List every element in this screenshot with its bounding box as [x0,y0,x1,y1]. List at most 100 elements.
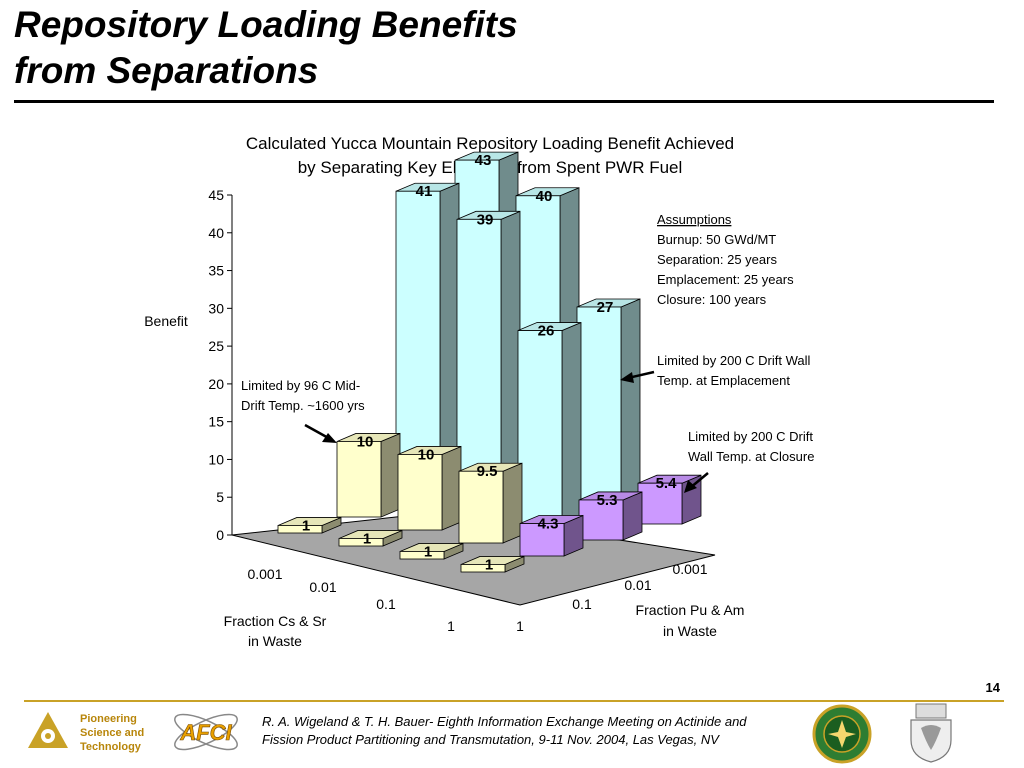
bar: 27 [576,298,641,512]
z-axis-label-line2: in Waste [663,623,717,639]
y-axis-label: Benefit [144,313,188,329]
slide-title-line2: from Separations [14,50,319,91]
citation: R. A. Wigeland & T. H. Bauer- Eighth Inf… [262,713,747,749]
bar: 9.5 [458,462,523,544]
bar-value-label: 43 [475,152,492,169]
bar: 1 [277,516,342,534]
bar-front [336,441,382,518]
annotation-mid-drift-arrowhead [322,433,337,443]
x-axis-label: Fraction Cs & Sr in Waste [224,613,327,649]
bar-front [397,454,443,531]
z-axis-label-line1: Fraction Pu & Am [636,602,745,618]
bar-value-label: 41 [416,183,433,200]
y-tick-label: 5 [216,489,224,505]
annotation-emplacement-line1: Limited by 200 C Drift Wall [657,353,811,368]
bar-front [576,306,622,512]
assumptions: Assumptions Burnup: 50 GWd/MT Separation… [657,212,794,307]
assumption-separation: Separation: 25 years [657,252,777,267]
org-line2: Science and [80,727,145,739]
annotation-closure-line2: Wall Temp. at Closure [688,449,814,464]
chart-title-line1: Calculated Yucca Mountain Repository Loa… [246,134,734,153]
z-axis-ticks: 1 0.1 0.01 0.001 [516,561,708,634]
title-divider [14,100,994,103]
citation-line2: Fission Product Partitioning and Transmu… [262,732,719,747]
afci-logo: AFCI [174,713,238,751]
bar-front [460,564,506,573]
bar-value-label: 1 [363,530,371,547]
annotation-closure-line1: Limited by 200 C Drift [688,429,813,444]
page-number: 14 [985,680,1000,695]
bar-side [441,445,462,531]
bar-front [338,538,384,547]
bar: 1 [460,555,525,573]
bar-value-label: 39 [477,211,494,228]
z-tick-1: 1 [516,618,524,634]
bar-side [620,298,641,512]
z-tick-0.001: 0.001 [672,561,707,577]
bar-front [578,499,624,541]
bar-side [561,321,582,528]
bar-value-label: 1 [424,543,432,560]
annotation-closure: Limited by 200 C Drift Wall Temp. at Clo… [684,429,814,493]
z-tick-0.01: 0.01 [624,577,651,593]
doe-seal-logo [812,704,872,764]
bar-front [519,523,565,557]
x-tick-1: 1 [447,618,455,634]
assumption-closure: Closure: 100 years [657,292,767,307]
annotation-emplacement: Limited by 200 C Drift Wall Temp. at Emp… [620,353,811,388]
x-axis-label-line1: Fraction Cs & Sr [224,613,327,629]
bar: 5.4 [637,474,702,525]
y-axis-ticks: 0 5 10 15 20 25 30 35 40 45 [208,187,232,543]
university-crest-logo [910,703,952,763]
citation-line1: R. A. Wigeland & T. H. Bauer- Eighth Inf… [262,714,747,729]
bar-front [517,330,563,528]
bar-value-label: 10 [357,433,374,450]
annotation-closure-arrowhead [684,480,697,493]
bar-value-label: 5.4 [656,475,678,492]
footer-divider [24,700,1004,702]
bar-front [637,482,683,525]
bar: 4.3 [519,514,584,557]
annotation-mid-drift-line1: Limited by 96 C Mid- [241,378,360,393]
x-tick-0.001: 0.001 [247,566,282,582]
y-tick-label: 45 [208,187,224,203]
bar-value-label: 4.3 [538,516,559,533]
bar: 10 [336,432,401,518]
y-tick-label: 0 [216,527,224,543]
org-line1: Pioneering [80,713,137,725]
bar-front [399,551,445,560]
y-tick-label: 35 [208,263,224,279]
bar: 10 [397,445,462,531]
bar-value-label: 27 [597,299,614,316]
bar: 1 [399,542,464,560]
y-tick-label: 30 [208,300,224,316]
slide-title-line1: Repository Loading Benefits [14,4,518,45]
pioneering-science-technology: Pioneering Science and Technology [80,712,144,754]
bar-value-label: 40 [536,188,553,205]
x-axis-label-line2: in Waste [248,633,302,649]
bars: 43 40 27 5.4 41 39 26 5.3 10 10 9.5 4.3 1 1 1 1 [277,151,702,573]
x-tick-0.1: 0.1 [376,596,396,612]
annotation-mid-drift-line2: Drift Temp. ~1600 yrs [241,398,365,413]
y-tick-label: 20 [208,376,224,392]
z-axis-label: Fraction Pu & Am in Waste [636,602,745,639]
z-tick-0.1: 0.1 [572,596,592,612]
bar-front [277,525,323,534]
bar: 1 [338,529,403,547]
bar-front [458,470,504,544]
x-axis-ticks: 0.001 0.01 0.1 1 [247,566,455,634]
chart: Calculated Yucca Mountain Repository Loa… [144,134,814,649]
bar-value-label: 26 [538,323,555,340]
annotation-mid-drift: Limited by 96 C Mid- Drift Temp. ~1600 y… [241,378,365,443]
bar: 5.3 [578,491,643,541]
assumption-burnup: Burnup: 50 GWd/MT [657,232,776,247]
assumption-emplacement: Emplacement: 25 years [657,272,794,287]
bar-side [502,462,523,544]
annotation-emplacement-line2: Temp. at Emplacement [657,373,790,388]
slide-title: Repository Loading Benefits from Separat… [14,2,518,94]
y-tick-label: 15 [208,414,224,430]
assumptions-heading: Assumptions [657,212,732,227]
y-tick-label: 40 [208,225,224,241]
bar-value-label: 1 [302,517,310,534]
afci-logo-text: AFCI [179,720,232,745]
